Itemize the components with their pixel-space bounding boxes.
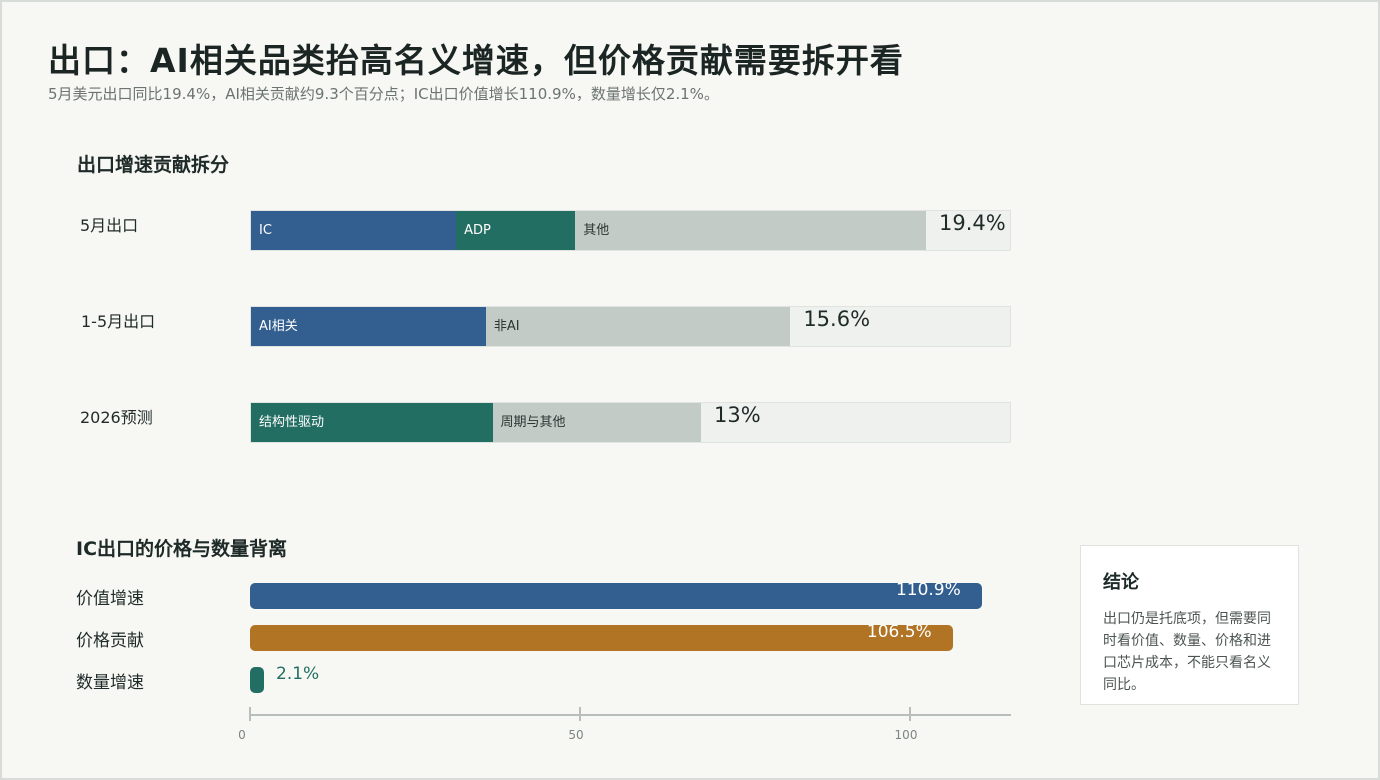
ic-chart-title: IC出口的价格与数量背离	[76, 538, 288, 560]
ic-bar-label: 数量增速	[76, 673, 144, 693]
stack-segment: 其他	[575, 211, 926, 250]
conclusion-title: 结论	[1103, 572, 1139, 593]
stack-segment: AI相关	[251, 307, 486, 346]
ic-bar	[250, 583, 982, 609]
stack-row-label: 5月出口	[80, 216, 139, 235]
page-subtitle: 5月美元出口同比19.4%，AI相关贡献约9.3个百分点；IC出口价值增长110…	[48, 85, 719, 103]
ic-bar-label: 价值增速	[76, 589, 144, 609]
x-axis-line	[250, 714, 1011, 716]
ic-bar-value: 2.1%	[276, 664, 320, 684]
x-tick-mark	[249, 707, 251, 721]
conclusion-card: 结论 出口仍是托底项，但需要同时看价值、数量、价格和进口芯片成本，不能只看名义同…	[1080, 545, 1299, 705]
ic-bar-value: 106.5%	[866, 622, 932, 642]
stack-total-label: 13%	[713, 403, 761, 427]
page-title: 出口：AI相关品类抬高名义增速，但价格贡献需要拆开看	[48, 41, 904, 80]
ic-bar	[250, 625, 953, 651]
conclusion-body: 出口仍是托底项，但需要同时看价值、数量、价格和进口芯片成本，不能只看名义同比。	[1103, 611, 1271, 693]
x-tick-mark	[579, 707, 581, 721]
x-tick-label: 0	[238, 728, 246, 742]
stack-track: AI相关 非AI	[250, 306, 1011, 347]
x-tick-label: 100	[894, 728, 918, 742]
stack-segment: ADP	[456, 211, 576, 250]
stack-row-label: 2026预测	[80, 408, 153, 427]
stack-track: 结构性驱动 周期与其他	[250, 402, 1011, 443]
stack-row-label: 1-5月出口	[81, 312, 156, 331]
x-tick-label: 50	[568, 728, 584, 742]
ic-bar	[250, 667, 264, 693]
ic-bar-label: 价格贡献	[76, 631, 144, 651]
stack-track: IC ADP 其他	[250, 210, 1011, 251]
stack-segment: 结构性驱动	[251, 403, 493, 442]
stack-segment: IC	[251, 211, 457, 250]
stack-total-label: 19.4%	[938, 211, 1006, 235]
stack-segment: 周期与其他	[492, 403, 701, 442]
stack-segment: 非AI	[485, 307, 791, 346]
stack-chart-title: 出口增速贡献拆分	[77, 154, 230, 176]
x-tick-mark	[909, 707, 911, 721]
ic-bar-value: 110.9%	[895, 580, 961, 600]
stack-total-label: 15.6%	[803, 307, 871, 331]
